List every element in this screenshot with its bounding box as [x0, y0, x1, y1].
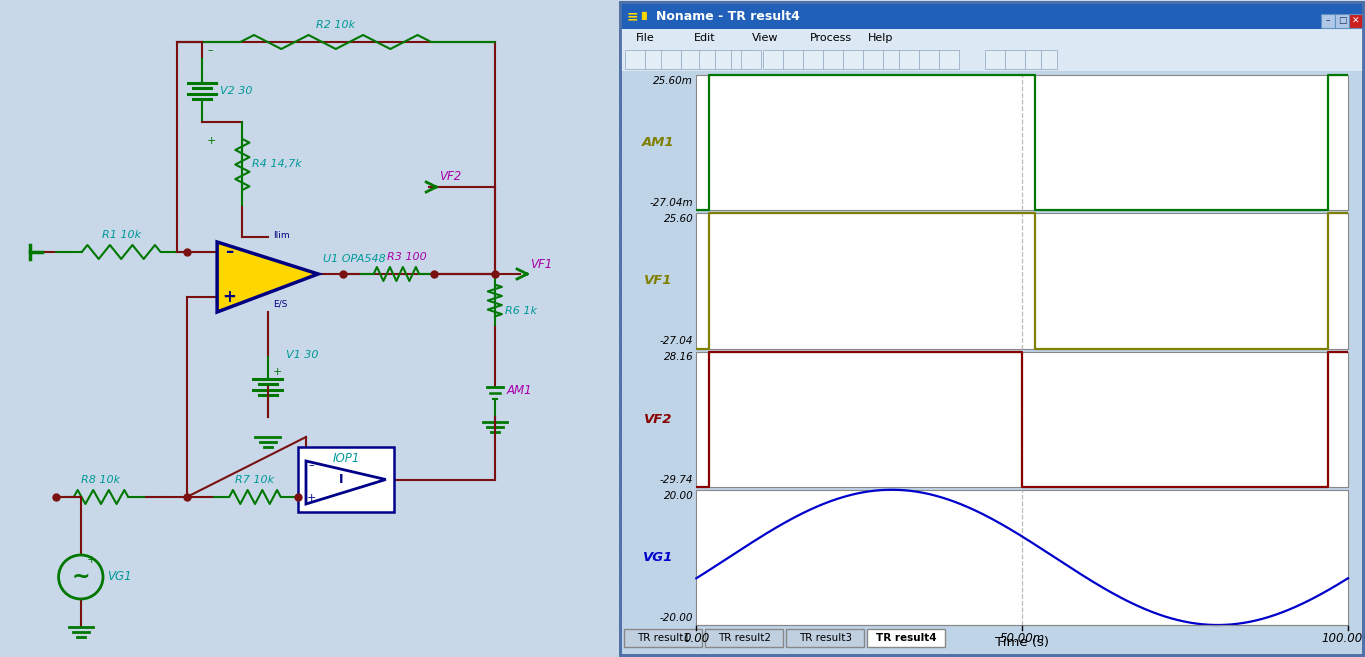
Text: –: – [1325, 16, 1331, 26]
FancyBboxPatch shape [625, 50, 646, 69]
Text: 25.60m: 25.60m [654, 76, 693, 86]
FancyBboxPatch shape [844, 50, 863, 69]
FancyBboxPatch shape [696, 351, 1349, 487]
FancyBboxPatch shape [786, 629, 864, 647]
Text: I: I [339, 473, 343, 486]
FancyBboxPatch shape [620, 47, 1364, 71]
Text: □: □ [1338, 16, 1346, 26]
Text: TR result1: TR result1 [637, 633, 689, 643]
FancyBboxPatch shape [1335, 14, 1349, 28]
FancyBboxPatch shape [867, 629, 945, 647]
Text: VF2: VF2 [440, 171, 461, 183]
FancyBboxPatch shape [900, 50, 919, 69]
Text: IOP1: IOP1 [332, 452, 359, 465]
Text: View: View [752, 33, 779, 43]
Polygon shape [306, 461, 386, 504]
FancyBboxPatch shape [1041, 50, 1057, 69]
Text: R3 100: R3 100 [386, 252, 426, 262]
Text: VG1: VG1 [106, 570, 131, 583]
FancyBboxPatch shape [1349, 14, 1364, 28]
Text: 100.00m: 100.00m [1321, 632, 1365, 645]
Text: Help: Help [868, 33, 894, 43]
FancyBboxPatch shape [696, 214, 1349, 348]
Text: VG1: VG1 [643, 551, 673, 564]
FancyBboxPatch shape [986, 50, 1005, 69]
Text: AM1: AM1 [642, 136, 674, 149]
FancyBboxPatch shape [863, 50, 883, 69]
Text: +: + [207, 136, 217, 146]
FancyBboxPatch shape [681, 50, 702, 69]
Text: 20.00: 20.00 [663, 491, 693, 501]
Text: R1 10k: R1 10k [101, 230, 141, 240]
Text: TR result2: TR result2 [718, 633, 771, 643]
Text: ▊: ▊ [642, 12, 647, 20]
FancyBboxPatch shape [706, 629, 784, 647]
FancyBboxPatch shape [741, 50, 762, 69]
FancyBboxPatch shape [883, 50, 900, 69]
FancyBboxPatch shape [1321, 14, 1335, 28]
Text: 0.00: 0.00 [684, 632, 710, 645]
Text: ~: ~ [71, 567, 90, 587]
FancyBboxPatch shape [803, 50, 823, 69]
Text: R6 1k: R6 1k [505, 306, 536, 315]
Text: R2 10k: R2 10k [317, 20, 355, 30]
FancyBboxPatch shape [1005, 50, 1025, 69]
Text: ≡: ≡ [627, 9, 639, 23]
Text: +: + [306, 493, 315, 503]
Text: V1 30: V1 30 [285, 350, 318, 359]
Text: +: + [273, 367, 283, 377]
FancyBboxPatch shape [823, 50, 844, 69]
Text: R4 14,7k: R4 14,7k [253, 160, 302, 170]
Text: V2 30: V2 30 [220, 85, 253, 95]
FancyBboxPatch shape [696, 75, 1349, 210]
FancyBboxPatch shape [784, 50, 803, 69]
Text: –: – [207, 45, 213, 55]
Text: 25.60: 25.60 [663, 214, 693, 224]
Text: +: + [87, 555, 96, 565]
Text: +: + [222, 288, 236, 306]
Text: AM1: AM1 [506, 384, 532, 397]
FancyBboxPatch shape [624, 629, 703, 647]
Text: File: File [636, 33, 655, 43]
Text: TR result3: TR result3 [799, 633, 852, 643]
Text: Noname - TR result4: Noname - TR result4 [657, 9, 800, 22]
Text: ✕: ✕ [1353, 16, 1360, 26]
Text: -20.00: -20.00 [659, 613, 693, 623]
FancyBboxPatch shape [763, 50, 784, 69]
Text: R7 10k: R7 10k [235, 475, 274, 485]
Text: –: – [225, 243, 233, 261]
Text: 50.00m: 50.00m [999, 632, 1044, 645]
Text: TR result4: TR result4 [876, 633, 936, 643]
Polygon shape [217, 242, 318, 312]
Text: E/S: E/S [273, 300, 287, 309]
Text: U1 OPA548: U1 OPA548 [324, 254, 386, 264]
Text: VF2: VF2 [644, 413, 673, 426]
Text: -27.04m: -27.04m [650, 198, 693, 208]
Text: Edit: Edit [695, 33, 715, 43]
FancyBboxPatch shape [1025, 50, 1041, 69]
FancyBboxPatch shape [620, 2, 1364, 29]
FancyBboxPatch shape [699, 50, 715, 69]
Text: -29.74: -29.74 [659, 475, 693, 485]
Text: VF1: VF1 [530, 258, 553, 271]
FancyBboxPatch shape [620, 29, 1364, 47]
FancyBboxPatch shape [919, 50, 939, 69]
Text: 28.16: 28.16 [663, 353, 693, 363]
Text: R8 10k: R8 10k [82, 475, 120, 485]
Text: Ilim: Ilim [273, 231, 289, 240]
FancyBboxPatch shape [715, 50, 732, 69]
Text: -27.04: -27.04 [659, 336, 693, 346]
FancyBboxPatch shape [939, 50, 960, 69]
FancyBboxPatch shape [732, 50, 751, 69]
FancyBboxPatch shape [620, 2, 1364, 655]
FancyBboxPatch shape [696, 489, 1349, 625]
FancyBboxPatch shape [661, 50, 681, 69]
Text: Time (s): Time (s) [995, 636, 1050, 649]
FancyBboxPatch shape [646, 50, 665, 69]
Text: VF1: VF1 [644, 275, 673, 287]
Text: Process: Process [811, 33, 852, 43]
Text: –: – [308, 460, 314, 470]
FancyBboxPatch shape [298, 447, 394, 512]
